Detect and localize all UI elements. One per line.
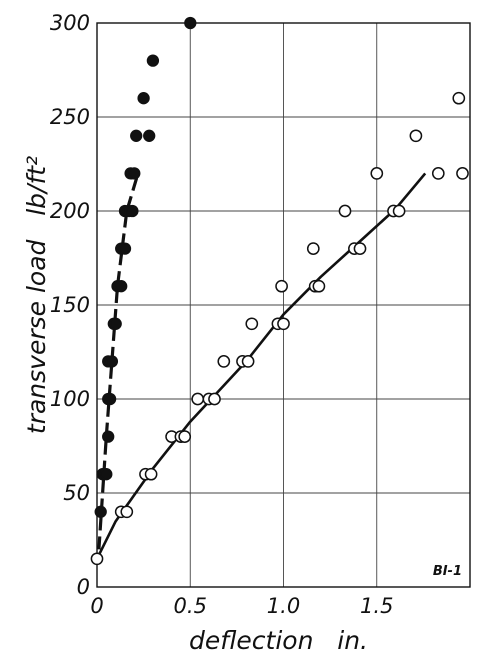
- filled-data-point: [146, 54, 160, 67]
- data-points: [90, 16, 469, 566]
- fit-curves: [95, 172, 427, 560]
- y-tick-label: 0: [77, 575, 90, 599]
- filled-data-point: [128, 167, 141, 180]
- open-data-point: [275, 279, 288, 293]
- open-data-point: [456, 167, 469, 180]
- specimen-label: BI-1: [433, 564, 462, 579]
- x-tick-label: 0.5: [174, 594, 207, 618]
- y-tick-label: 250: [50, 105, 90, 129]
- plot-frame: [96, 22, 471, 588]
- grid: [97, 23, 470, 587]
- open-data-point: [120, 505, 134, 519]
- open-data-point: [90, 552, 104, 566]
- open-data-point: [178, 430, 192, 443]
- filled-data-point: [126, 204, 139, 218]
- open-data-point: [241, 355, 255, 368]
- open-data-point: [144, 467, 158, 481]
- filled-data-point: [118, 242, 132, 255]
- x-tick-label: 0: [90, 594, 103, 618]
- filled-data-point: [102, 430, 115, 443]
- dashed-fit-curve: [97, 172, 140, 550]
- filled-data-point: [115, 280, 128, 293]
- filled-data-point: [103, 392, 117, 406]
- open-data-point: [338, 204, 352, 218]
- y-tick-label: 300: [50, 11, 90, 35]
- open-data-point: [191, 392, 205, 406]
- open-data-point: [208, 392, 221, 406]
- x-axis-label: deflection in.: [189, 626, 368, 655]
- filled-data-point: [130, 129, 143, 142]
- filled-data-point: [109, 317, 122, 330]
- filled-data-point: [184, 16, 197, 30]
- open-data-point: [277, 317, 290, 331]
- open-data-point: [431, 167, 445, 180]
- filled-data-point: [137, 92, 150, 105]
- open-data-point: [245, 317, 259, 331]
- y-tick-label: 150: [50, 293, 90, 317]
- y-tick-label: 100: [50, 387, 90, 411]
- filled-data-point: [94, 505, 107, 518]
- open-data-point: [217, 355, 231, 368]
- open-data-point: [306, 242, 320, 255]
- x-tick-label: 1.5: [360, 594, 393, 618]
- open-data-point: [370, 167, 384, 180]
- open-data-point: [312, 279, 326, 293]
- y-axis-label: transverse load lb/ft²: [22, 156, 51, 434]
- filled-data-point: [100, 468, 113, 481]
- open-data-point: [392, 204, 406, 218]
- y-tick-label: 200: [50, 199, 90, 223]
- open-data-point: [353, 242, 367, 255]
- solid-fit-curve: [95, 172, 427, 560]
- open-data-point: [452, 91, 466, 105]
- x-tick-label: 1.0: [267, 594, 300, 618]
- y-tick-label: 50: [63, 481, 90, 505]
- tick-labels: 0 50 100 150 200 250 300 0 0.5 1.0 1.5: [50, 11, 394, 618]
- filled-data-point: [105, 355, 119, 368]
- filled-data-point: [143, 129, 156, 142]
- open-data-point: [409, 129, 423, 143]
